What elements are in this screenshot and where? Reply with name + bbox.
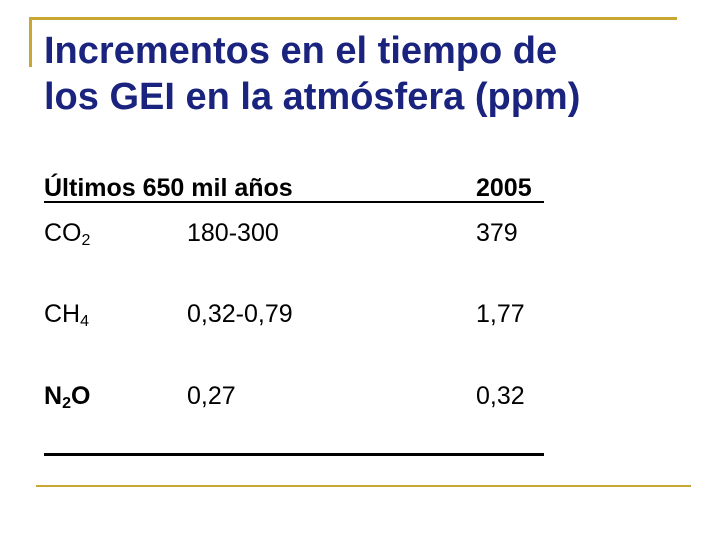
decorative-rule-left	[29, 17, 32, 67]
table-row-range: 180-300	[187, 219, 279, 247]
title-line-2: los GEI en la atmósfera (ppm)	[44, 76, 581, 118]
table-row-gas: CO2	[44, 218, 91, 249]
gas-formula-base: CO	[44, 219, 82, 247]
header-period: Últimos 650 mil años	[44, 174, 293, 202]
table-bottom-rule	[44, 453, 544, 456]
gas-formula-subscript: 2	[62, 395, 71, 412]
decorative-rule-bottom	[36, 485, 691, 487]
table-row-gas: CH4	[44, 299, 90, 330]
gas-formula-subscript: 2	[81, 232, 91, 249]
header-year: 2005	[476, 174, 532, 202]
slide-title: Incrementos en el tiempo de los GEI en l…	[44, 28, 580, 120]
table-row-value-2005: 379	[476, 219, 518, 247]
table-row-value-2005: 1,77	[476, 300, 525, 328]
table-row-value-2005: 0,32	[476, 382, 525, 410]
gas-formula-subscript: 4	[80, 313, 90, 330]
gas-formula-base: CH	[44, 300, 81, 328]
gas-formula-tail: O	[70, 382, 91, 410]
table-row-range: 0,32-0,79	[187, 300, 293, 328]
table-row-range: 0,27	[187, 382, 236, 410]
table-row-gas: N2O	[44, 381, 91, 412]
decorative-rule-top	[29, 17, 677, 20]
title-line-1: Incrementos en el tiempo de	[44, 30, 558, 72]
header-underline	[44, 201, 544, 203]
gas-formula-base: N	[44, 382, 63, 410]
